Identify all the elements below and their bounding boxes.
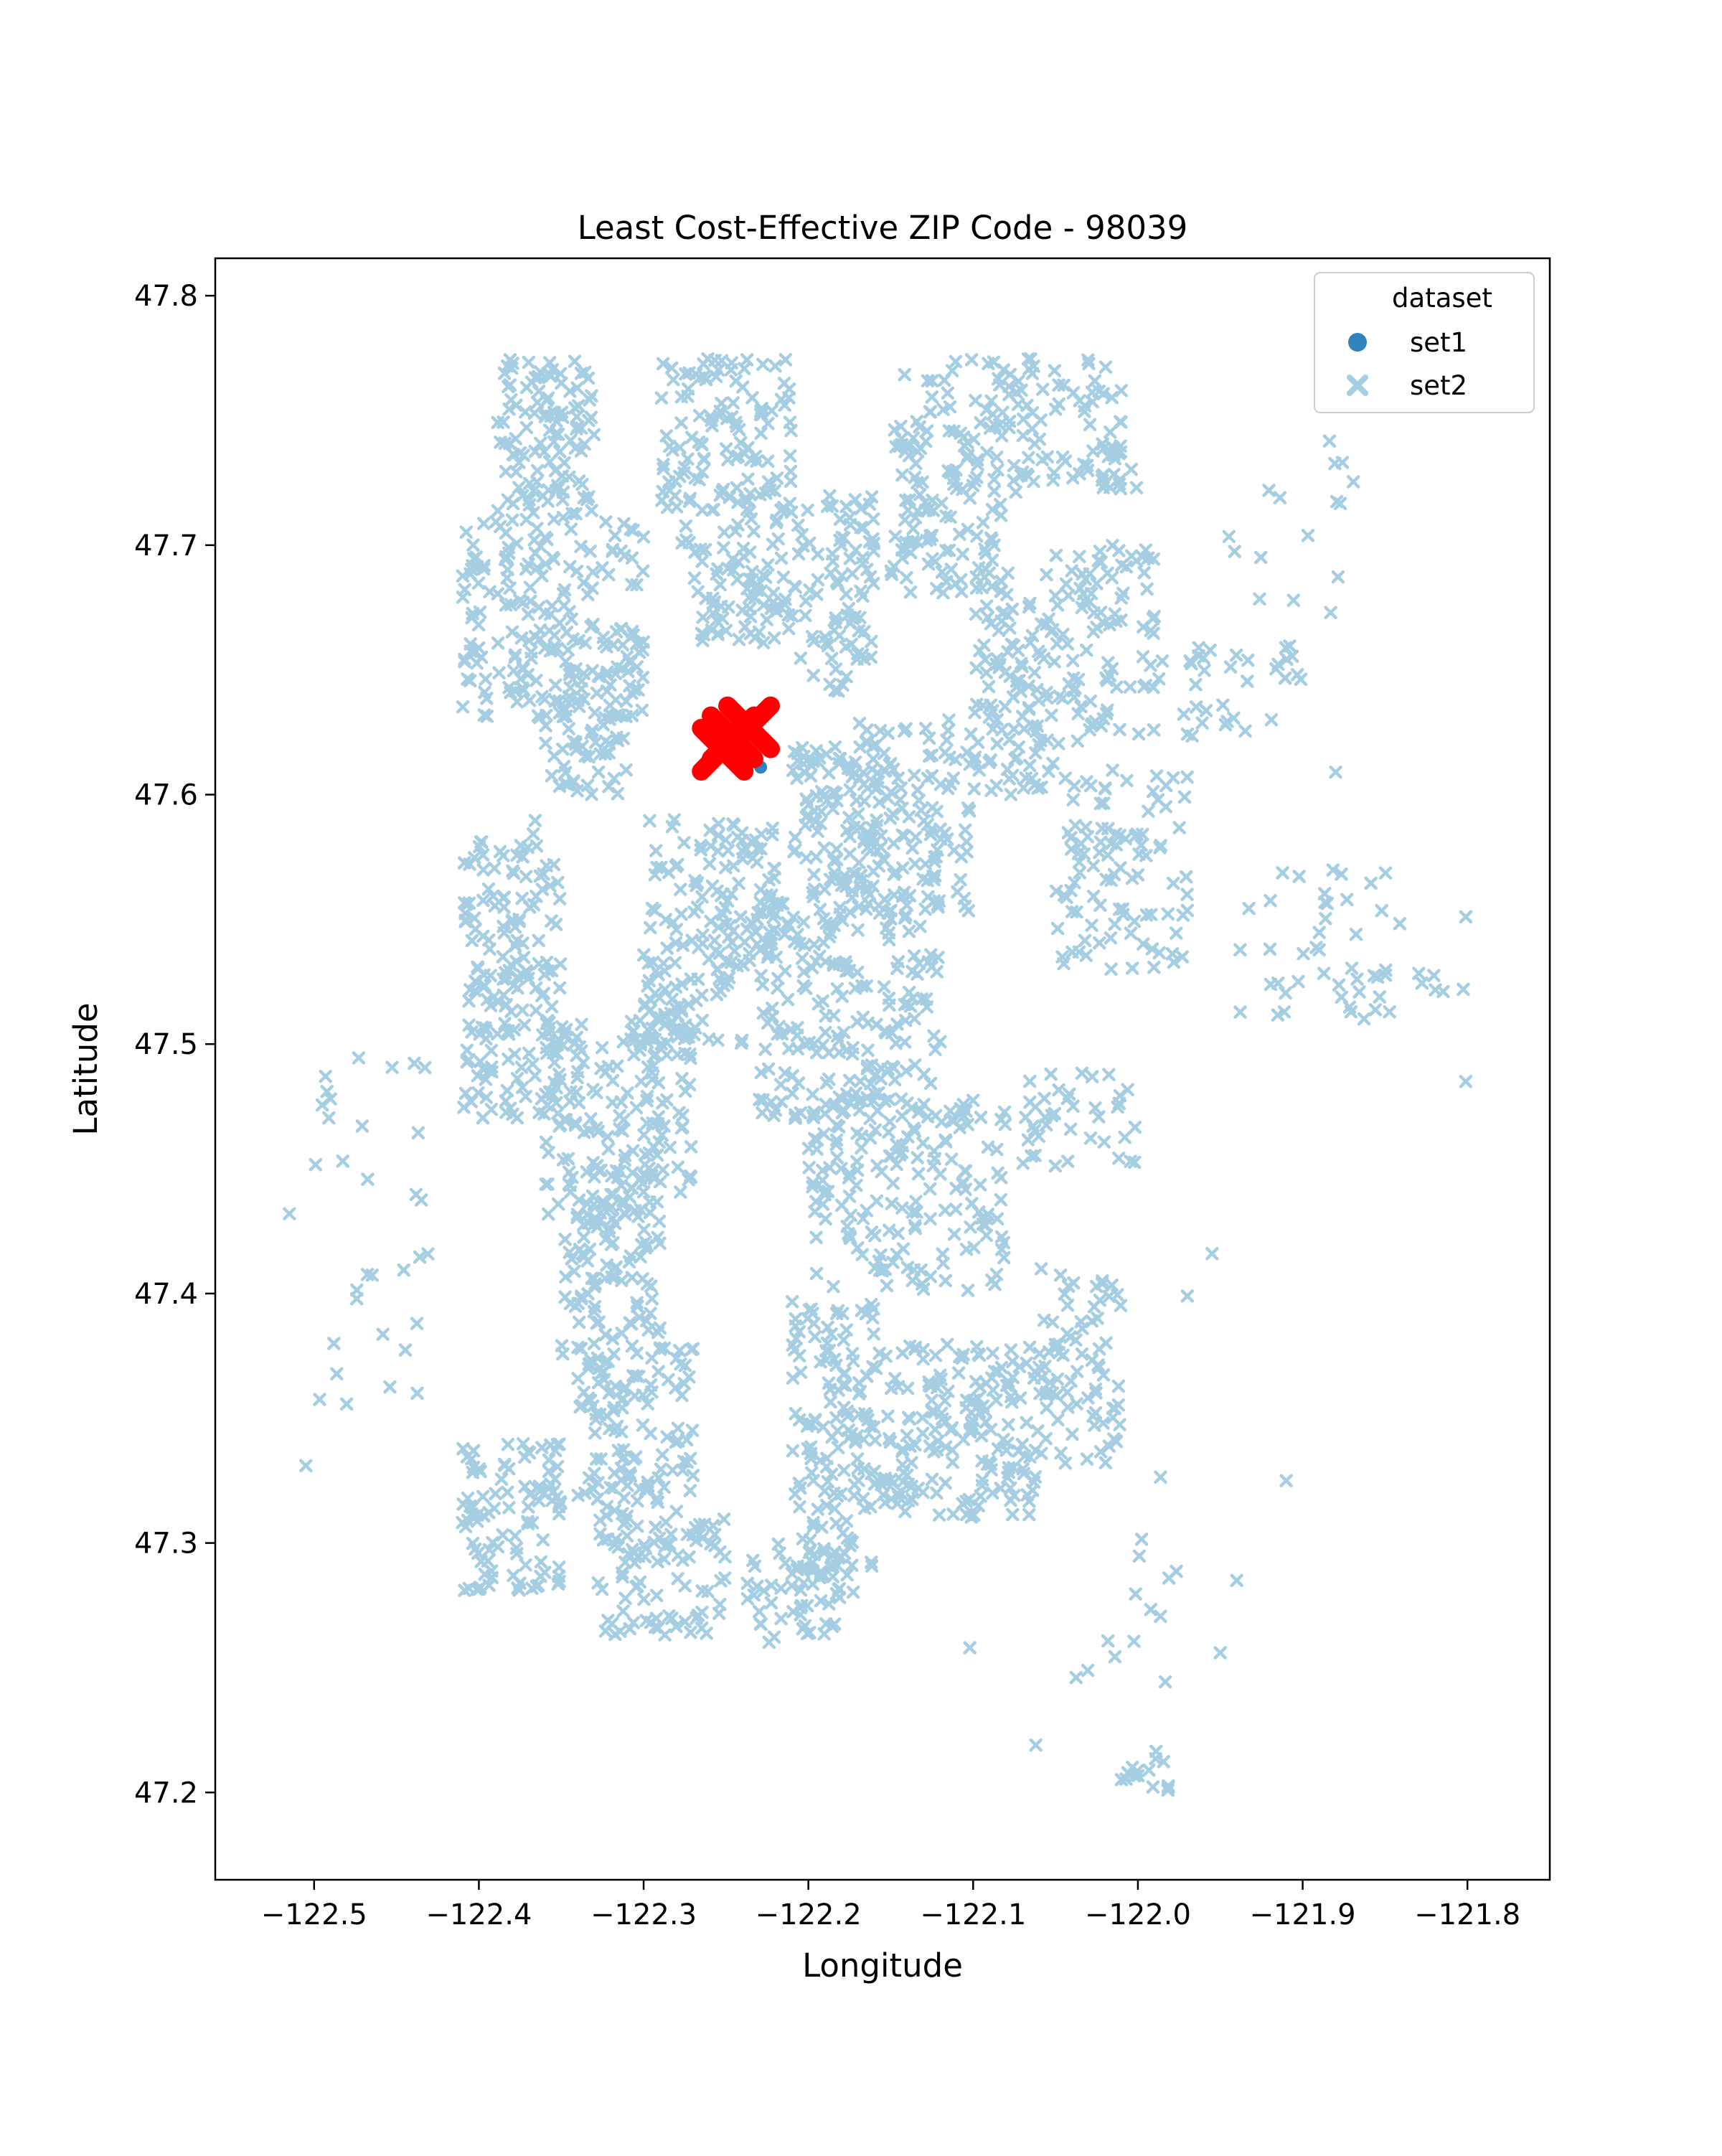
x-tick-label: −121.9 [1250,1898,1356,1931]
legend-set1-marker [1348,333,1367,352]
legend-set2-label: set2 [1410,370,1467,401]
x-tick-label: −121.8 [1414,1898,1520,1931]
x-axis-label: Longitude [802,1946,963,1985]
legend-set1-label: set1 [1410,327,1467,358]
x-tick-label: −122.5 [261,1898,367,1931]
chart-title: Least Cost-Effective ZIP Code - 98039 [578,209,1188,247]
x-tick-label: −122.0 [1085,1898,1191,1931]
legend-title: dataset [1392,283,1492,314]
y-tick-label: 47.6 [134,779,198,812]
legend: dataset set1 set2 [1314,273,1534,413]
x-tick-label: −122.1 [920,1898,1026,1931]
y-tick-label: 47.4 [134,1278,198,1311]
y-tick-label: 47.2 [134,1776,198,1809]
y-tick-label: 47.8 [134,280,198,313]
y-tick-label: 47.3 [134,1527,198,1560]
x-tick-label: −122.3 [591,1898,697,1931]
y-tick-label: 47.7 [134,529,198,562]
x-tick-label: −122.4 [425,1898,532,1931]
y-axis-label: Latitude [67,1002,105,1135]
x-tick-label: −122.2 [756,1898,862,1931]
y-tick-label: 47.5 [134,1028,198,1061]
